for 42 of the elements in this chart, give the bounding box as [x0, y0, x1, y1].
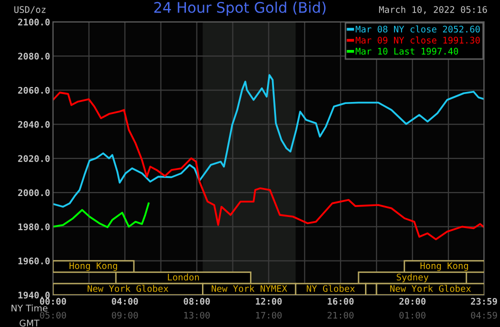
legend-label: Mar 10 Last 1997.40 — [356, 48, 458, 55]
chart-subtitle: March 10, 2022 05:16 — [379, 6, 487, 14]
line-series — [53, 74, 484, 208]
y-tick-label: 1960.0 — [18, 258, 50, 264]
x2-tick-label: 13:00 — [184, 312, 210, 319]
band-label: New York Globex — [390, 284, 471, 292]
y-tick-label: 2000.0 — [18, 189, 50, 196]
x2-tick-label: 04:59 — [471, 312, 497, 319]
x-tick-label: 12:00 — [256, 298, 282, 305]
x2-tick-label: 05:00 — [40, 312, 66, 319]
y-tick-label: 2080.0 — [18, 52, 50, 60]
y-tick-label: 2060.0 — [18, 86, 50, 94]
x2-tick-label: 21:00 — [328, 312, 354, 319]
band-label: London — [168, 274, 199, 281]
x-tick-label: 23:59 — [470, 298, 498, 305]
x-axis-title: NY Time — [12, 304, 48, 312]
band-label: New York NYMEX — [212, 284, 288, 292]
band-label: Sydney — [396, 274, 428, 282]
line-series — [53, 202, 150, 228]
legend-label: Mar 08 NY close 2052.60 — [356, 26, 480, 33]
x-tick-label: 08:00 — [184, 298, 210, 305]
y-axis-title: USD/oz — [14, 6, 46, 14]
band-label: NY Globex — [306, 284, 355, 292]
band-label: New York Globex — [88, 284, 168, 292]
y-tick-label: 2100.0 — [18, 18, 50, 26]
chart-title: 24 Hour Spot Gold (Bid) — [154, 2, 326, 16]
x2-tick-label: 17:00 — [256, 312, 282, 319]
x2-tick-label: 01:00 — [399, 312, 426, 319]
x2-axis-title: GMT — [20, 320, 40, 327]
y-tick-label: 2020.0 — [18, 155, 50, 162]
x2-tick-label: 09:00 — [112, 312, 138, 319]
x-tick-label: 04:00 — [112, 298, 138, 305]
line-series — [53, 92, 484, 240]
y-tick-label: 1980.0 — [18, 223, 50, 230]
legend-label: Mar 09 NY close 1991.30 — [356, 36, 480, 44]
x-tick-label: 20:00 — [399, 298, 426, 305]
x-tick-label: 16:00 — [328, 298, 354, 305]
band-label: Hong Kong — [70, 262, 118, 271]
y-tick-label: 1940.0 — [18, 292, 50, 299]
x-tick-label: 00:00 — [40, 298, 66, 305]
band-label: Hong Kong — [420, 262, 468, 271]
y-tick-label: 2040.0 — [18, 121, 50, 128]
